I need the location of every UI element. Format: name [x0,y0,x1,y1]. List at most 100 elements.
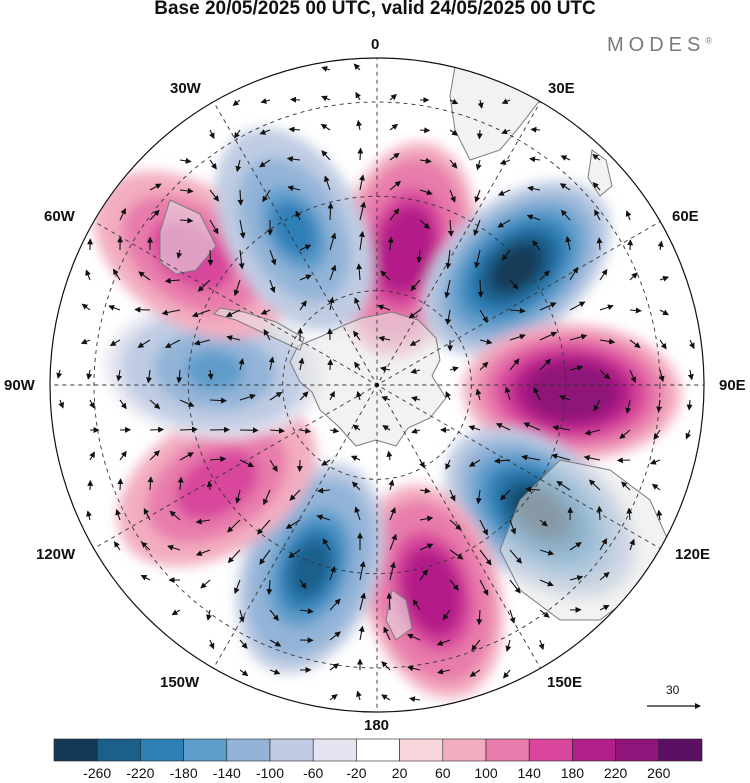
wind-arrow [473,219,481,236]
wind-arrow [356,690,362,701]
wind-arrow [479,549,492,566]
wind-arrow [116,369,123,382]
wind-arrow [412,599,421,611]
anomaly-160w-negative [236,463,385,674]
wind-arrow [509,333,526,341]
wind-arrow [176,249,183,259]
colorbar-cell [442,738,487,762]
wind-arrow [226,335,241,341]
wind-arrow [269,427,285,434]
wind-arrow [509,519,517,535]
wind-arrow [593,399,601,412]
wind-arrow [658,369,665,383]
wind-arrow [382,425,391,431]
wind-arrow [197,279,211,292]
colorbar-cell [658,738,703,762]
wind-arrow [389,123,399,131]
colorbar-cell [572,738,616,762]
wind-arrow [141,541,151,551]
colorbar-tick-label: -100 [255,765,285,781]
wind-arrow [359,174,365,191]
wind-arrow [569,541,582,551]
wind-arrow [80,338,91,345]
wind-arrow [539,270,550,281]
wind-arrow [532,240,541,251]
wind-arrow [108,304,121,311]
wind-arrow [477,279,484,298]
wind-arrow [509,358,520,371]
wind-arrow [146,369,152,384]
new-zealand-coast [385,589,413,641]
wind-arrow [625,399,632,414]
wind-arrow [259,549,271,565]
wind-arrow [538,639,545,651]
anomaly-50e-negative [422,180,611,356]
wind-arrow [324,175,331,191]
lon-label-150w: 150W [160,674,200,691]
wind-arrow [227,519,241,533]
wind-arrow [113,541,121,551]
lon-label-30e: 30E [548,80,575,97]
wind-arrow [501,249,511,261]
wind-arrow [207,369,214,380]
colorbar-tick-label: -220 [126,765,155,781]
wind-arrow [560,155,571,161]
wind-arrow [329,427,340,434]
anomaly-125w-positive-level [189,461,245,508]
wind-arrow [436,668,451,675]
wind-arrow [493,457,511,464]
wind-arrow [651,483,661,491]
colorbar-cells [53,738,703,762]
lon-label-90w: 90W [4,377,35,394]
wind-arrow [629,339,641,349]
wind-arrow [268,356,275,371]
wind-arrow [559,395,571,401]
wind-arrow [389,152,400,161]
wind-arrow [353,330,361,341]
wind-arrow [269,669,281,675]
wind-arrow [479,309,488,323]
wind-arrow [476,129,483,140]
wind-arrow [259,159,271,168]
colorbar-cell [312,738,357,762]
wind-arrow [179,157,192,164]
wind-arrow [380,366,391,373]
wind-arrow [191,309,211,318]
wind-arrow [559,183,571,191]
wind-arrow [356,119,363,131]
wind-arrow [388,479,395,491]
wind-arrow [262,189,271,203]
wind-arrow [85,269,91,281]
wind-arrow [599,605,610,611]
wind-arrow [629,538,635,551]
wind-arrow [659,275,670,282]
wind-arrow [260,309,271,315]
wind-arrow [86,510,92,521]
wind-arrow [410,279,421,292]
wind-arrow [386,592,393,611]
wind-arrow [389,533,397,551]
wind-arrow [653,429,661,441]
wind-arrow [523,422,541,431]
wind-arrow [419,219,430,229]
wind-arrow [269,391,283,401]
wind-arrow [592,182,601,191]
wind-arrow [449,98,459,105]
wind-arrow [409,339,421,346]
wind-arrow [621,481,631,491]
wind-arrow [449,579,459,591]
wind-arrow [387,236,394,251]
wind-arrow [659,309,669,316]
wind-arrow [629,369,637,384]
colorbar-cell [399,738,444,762]
wind-arrow [295,210,301,221]
wind-arrow [449,129,459,136]
colorbar-cell [53,738,98,762]
wind-arrow [475,388,482,401]
wind-arrow [329,631,341,641]
wind-arrow [263,329,271,341]
wind-arrow [233,579,241,595]
wind-arrow [419,127,431,134]
lon-label-30w: 30W [170,80,201,97]
wind-arrow [626,507,633,521]
